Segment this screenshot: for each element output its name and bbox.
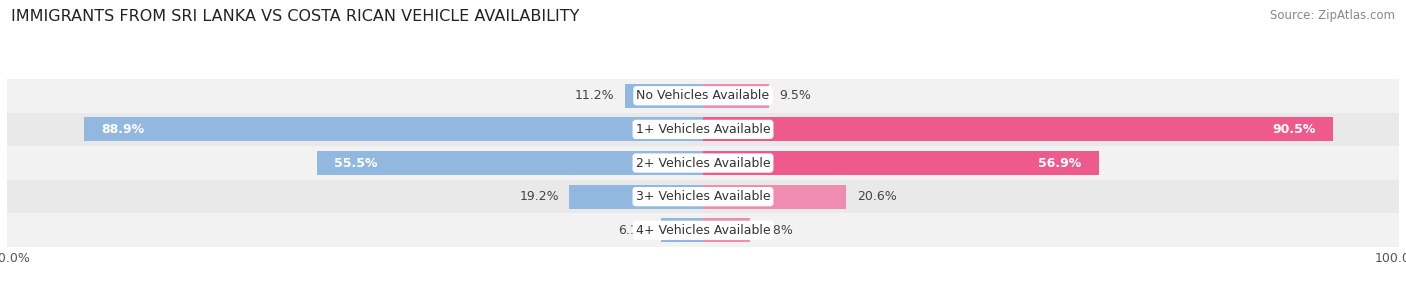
Bar [703, 84, 769, 108]
Bar [7, 146, 1399, 180]
Text: 20.6%: 20.6% [856, 190, 897, 203]
Text: 9.5%: 9.5% [779, 89, 811, 102]
Text: IMMIGRANTS FROM SRI LANKA VS COSTA RICAN VEHICLE AVAILABILITY: IMMIGRANTS FROM SRI LANKA VS COSTA RICAN… [11, 9, 579, 23]
Text: 90.5%: 90.5% [1272, 123, 1316, 136]
Bar [703, 218, 751, 243]
Text: 1+ Vehicles Available: 1+ Vehicles Available [636, 123, 770, 136]
Text: 4+ Vehicles Available: 4+ Vehicles Available [636, 224, 770, 237]
Bar [661, 218, 703, 243]
Text: 6.8%: 6.8% [761, 224, 793, 237]
Text: Source: ZipAtlas.com: Source: ZipAtlas.com [1270, 9, 1395, 21]
Bar [569, 184, 703, 209]
Text: 55.5%: 55.5% [335, 156, 378, 170]
Bar [316, 151, 703, 175]
Text: 19.2%: 19.2% [519, 190, 560, 203]
Text: 56.9%: 56.9% [1039, 156, 1081, 170]
Text: 11.2%: 11.2% [575, 89, 614, 102]
Bar [7, 213, 1399, 247]
Bar [703, 184, 846, 209]
Bar [84, 117, 703, 142]
Bar [7, 180, 1399, 213]
Text: No Vehicles Available: No Vehicles Available [637, 89, 769, 102]
Bar [703, 151, 1099, 175]
Bar [626, 84, 703, 108]
Text: 2+ Vehicles Available: 2+ Vehicles Available [636, 156, 770, 170]
Text: 3+ Vehicles Available: 3+ Vehicles Available [636, 190, 770, 203]
Bar [7, 79, 1399, 113]
Text: 6.1%: 6.1% [619, 224, 650, 237]
Bar [7, 113, 1399, 146]
Bar [703, 117, 1333, 142]
Text: 88.9%: 88.9% [101, 123, 145, 136]
